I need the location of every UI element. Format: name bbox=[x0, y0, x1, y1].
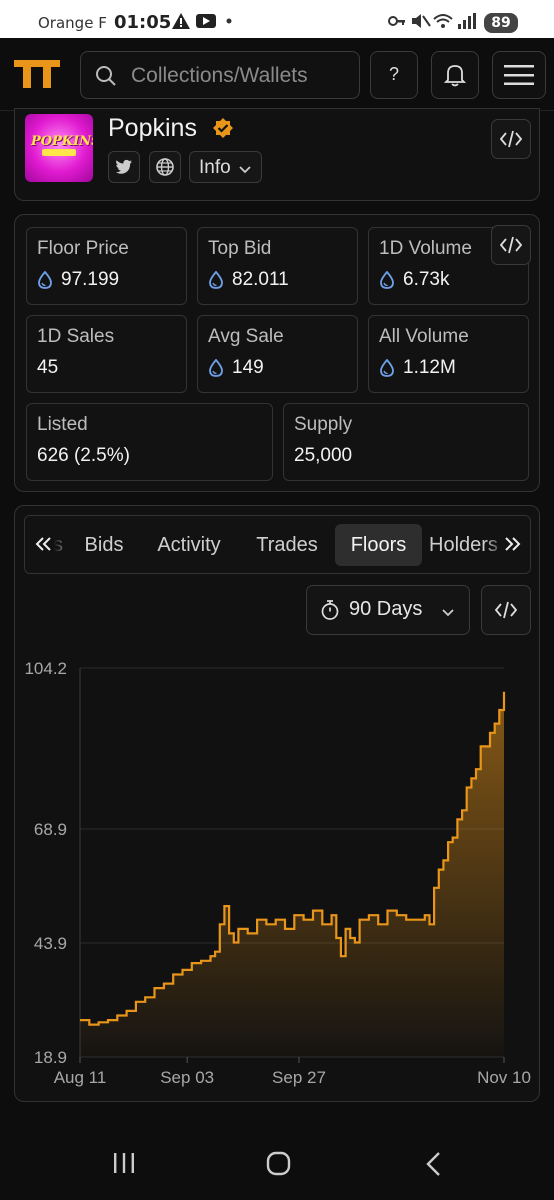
tab-holders[interactable]: Holders bbox=[429, 534, 498, 556]
stat-value: 97.199 bbox=[61, 269, 120, 290]
top-navigation: ? bbox=[0, 38, 554, 111]
tab-floors[interactable]: Floors bbox=[335, 524, 422, 566]
home-icon[interactable] bbox=[266, 1151, 292, 1182]
twitter-icon bbox=[115, 159, 133, 180]
stat-value: 25,000 bbox=[294, 445, 353, 466]
stat-supply: Supply 25,000 bbox=[283, 403, 529, 481]
stat-label: 1D Sales bbox=[37, 326, 115, 347]
x-tick-label: Sep 03 bbox=[160, 1068, 214, 1087]
sol-drop-icon bbox=[37, 270, 53, 294]
code-icon bbox=[499, 129, 523, 154]
stat-value: 82.011 bbox=[232, 269, 289, 290]
stat-1d-sales: 1D Sales 45 bbox=[26, 315, 187, 393]
notification-icons bbox=[172, 12, 232, 34]
x-axis-ticks: Aug 11 Sep 03 Sep 27 Nov 10 bbox=[54, 1057, 531, 1087]
back-icon[interactable] bbox=[424, 1151, 444, 1182]
sol-drop-icon bbox=[379, 358, 395, 382]
x-tick-label: Sep 27 bbox=[272, 1068, 326, 1087]
stat-top-bid: Top Bid 82.011 bbox=[197, 227, 358, 305]
floor-line bbox=[80, 691, 506, 1026]
scroll-left-button[interactable] bbox=[25, 516, 73, 573]
stat-value: 6.73k bbox=[403, 269, 450, 290]
stat-label: Supply bbox=[294, 414, 353, 435]
stat-avg-sale: Avg Sale 149 bbox=[197, 315, 358, 393]
system-navigation-bar bbox=[0, 1130, 554, 1200]
chevron-down-icon bbox=[441, 605, 455, 623]
notifications-button[interactable] bbox=[431, 51, 479, 99]
tab-bids[interactable]: Bids bbox=[84, 534, 124, 556]
stat-1d-volume: 1D Volume 6.73k bbox=[368, 227, 529, 305]
sol-drop-icon bbox=[208, 358, 224, 382]
stat-label: 1D Volume bbox=[379, 238, 472, 259]
globe-icon bbox=[155, 157, 175, 182]
stat-value: 45 bbox=[37, 357, 59, 378]
scroll-right-button[interactable] bbox=[485, 516, 530, 573]
collection-image-text: POPKINS bbox=[31, 134, 93, 149]
stat-listed: Listed 626 (2.5%) bbox=[26, 403, 273, 481]
stat-label: Floor Price bbox=[37, 238, 129, 259]
code-icon bbox=[494, 600, 518, 625]
y-axis-ticks: 104.2 68.9 43.9 18.9 bbox=[24, 659, 67, 1067]
chart-embed-code-button[interactable] bbox=[481, 585, 531, 635]
x-tick-label: Nov 10 bbox=[477, 1068, 531, 1087]
search-box[interactable] bbox=[80, 51, 360, 99]
stat-value: 149 bbox=[232, 357, 264, 378]
search-input[interactable] bbox=[129, 62, 353, 90]
battery-indicator: 89 bbox=[484, 13, 518, 33]
tab-activity[interactable]: Activity bbox=[157, 534, 221, 556]
y-tick-label: 104.2 bbox=[24, 659, 67, 678]
tensor-logo-icon[interactable] bbox=[14, 60, 60, 93]
status-bar: Orange F 01:05 89 bbox=[0, 0, 554, 38]
collection-name: Popkins bbox=[108, 114, 197, 142]
info-dropdown[interactable]: Info bbox=[189, 151, 262, 183]
y-tick-label: 68.9 bbox=[34, 820, 67, 839]
recent-apps-icon[interactable] bbox=[112, 1152, 136, 1179]
x-tick-label: Aug 11 bbox=[54, 1068, 107, 1087]
info-label: Info bbox=[199, 157, 231, 178]
menu-button[interactable] bbox=[492, 51, 546, 99]
floor-area-fill bbox=[80, 691, 504, 1057]
stats-card: Floor Price 97.199 Top Bid 82.011 1D Vol… bbox=[14, 214, 540, 492]
chevrons-left-icon bbox=[35, 536, 53, 557]
chevrons-right-icon bbox=[503, 536, 521, 557]
chart-tabs: ns Bids Activity Trades Floors Holders bbox=[24, 515, 531, 574]
stat-label: Listed bbox=[37, 414, 88, 435]
twitter-button[interactable] bbox=[108, 151, 140, 183]
stat-value: 626 (2.5%) bbox=[37, 445, 130, 466]
sol-drop-icon bbox=[208, 270, 224, 294]
clock-label: 01:05 bbox=[114, 12, 172, 33]
chevron-down-icon bbox=[238, 162, 252, 180]
tab-trades[interactable]: Trades bbox=[256, 534, 318, 556]
stat-label: All Volume bbox=[379, 326, 469, 347]
search-icon bbox=[95, 65, 117, 92]
stats-embed-code-button[interactable] bbox=[491, 225, 531, 265]
floor-price-chart: 104.2 68.9 43.9 18.9 Aug 11 Sep 03 Sep 27 Nov … bbox=[24, 659, 531, 1087]
carrier-label: Orange F bbox=[38, 14, 107, 32]
sol-drop-icon bbox=[379, 270, 395, 294]
hamburger-icon bbox=[504, 65, 534, 90]
time-range-label: 90 Days bbox=[349, 598, 423, 620]
stat-all-volume: All Volume 1.12M bbox=[368, 315, 529, 393]
help-label: ? bbox=[388, 64, 399, 84]
stat-floor-price: Floor Price 97.199 bbox=[26, 227, 187, 305]
stat-label: Top Bid bbox=[208, 238, 272, 259]
help-button[interactable]: ? bbox=[370, 51, 418, 99]
verified-badge-icon bbox=[211, 117, 235, 146]
y-tick-label: 18.9 bbox=[34, 1048, 67, 1067]
embed-code-button[interactable] bbox=[491, 119, 531, 159]
system-icons bbox=[388, 12, 478, 34]
collection-image: POPKINS bbox=[25, 114, 93, 182]
stat-value: 1.12M bbox=[403, 357, 456, 378]
stopwatch-icon bbox=[320, 599, 340, 626]
time-range-dropdown[interactable]: 90 Days bbox=[306, 585, 470, 635]
code-icon bbox=[499, 235, 523, 260]
collection-header-card: POPKINS Popkins Info bbox=[14, 108, 540, 201]
website-button[interactable] bbox=[149, 151, 181, 183]
stat-label: Avg Sale bbox=[208, 326, 284, 347]
y-tick-label: 43.9 bbox=[34, 934, 67, 953]
bell-icon bbox=[443, 63, 467, 92]
